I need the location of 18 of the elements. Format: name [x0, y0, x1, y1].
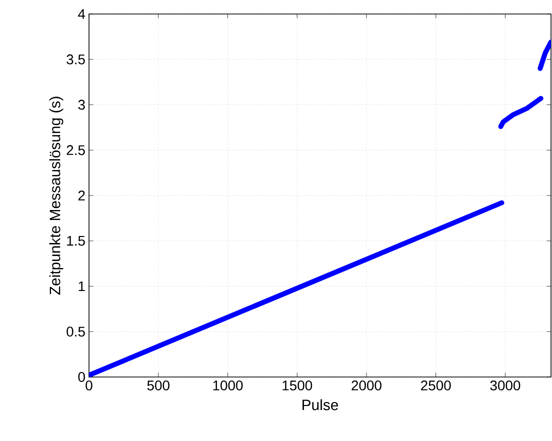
y-tick-label: 1 [78, 281, 85, 292]
y-tick-label: 4 [78, 9, 86, 19]
x-tick-label: 1000 [213, 380, 243, 390]
y-tick-label: 2 [78, 190, 85, 200]
x-tick-label: 0 [86, 380, 92, 390]
x-tick-label: 2000 [352, 380, 382, 390]
y-tick-label: 3.5 [66, 54, 85, 64]
x-tick-label: 1500 [282, 380, 312, 390]
x-tick-label: 500 [147, 380, 170, 390]
x-axis-title: Pulse [302, 399, 338, 410]
y-axis-title: Zeitpunkte Messauslösung (s) [49, 96, 64, 295]
y-tick-label: 0.5 [66, 326, 85, 337]
y-tick-label: 0 [78, 372, 85, 382]
x-tick-label: 3000 [490, 380, 520, 390]
y-tick-label: 2.5 [66, 145, 85, 156]
y-tick-label: 3 [78, 100, 85, 110]
y-tick-label: 1.5 [67, 236, 85, 246]
x-tick-label: 2500 [421, 380, 451, 390]
